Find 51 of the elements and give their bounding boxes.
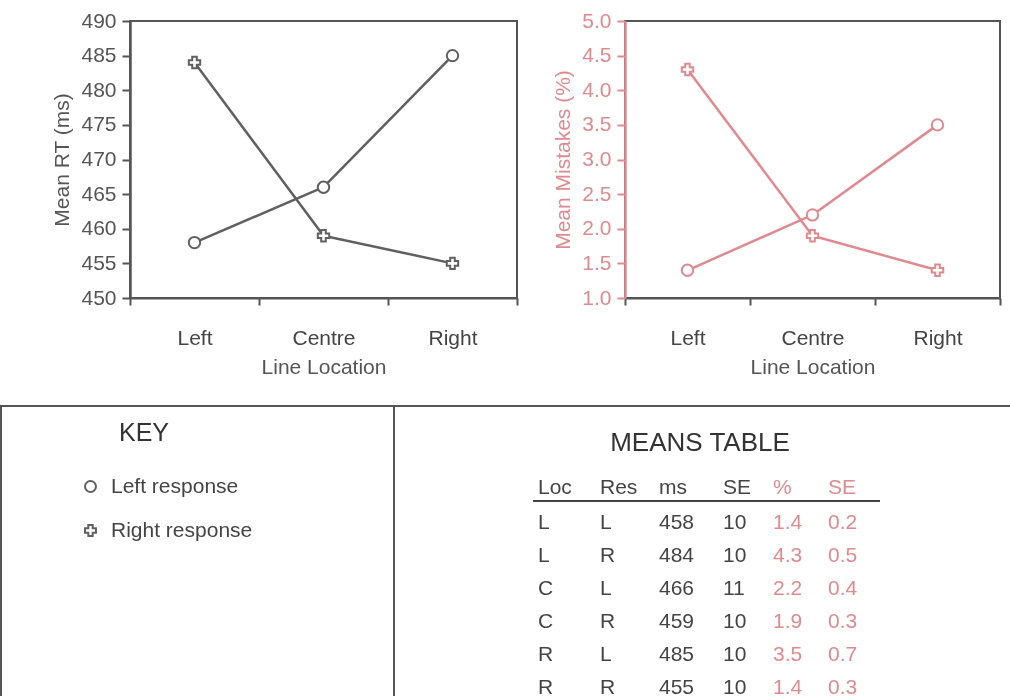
y-tick-label: 1.0 <box>582 285 612 309</box>
x-tick-label: Left <box>670 325 706 349</box>
point <box>680 263 695 277</box>
y-tick-label: 475 <box>81 112 117 136</box>
point <box>316 228 331 243</box>
y-tick-label: 470 <box>81 147 117 170</box>
point <box>445 48 460 63</box>
y-tick-label: 5.0 <box>582 8 612 32</box>
x-tick-label: Left <box>177 325 213 349</box>
point <box>930 263 945 277</box>
y-tick-label: 2.0 <box>582 216 612 240</box>
y-tick-label: 485 <box>81 43 117 67</box>
y-tick-label: 3.5 <box>582 112 612 136</box>
text: C R 459 10 1.9 0.3 <box>538 609 858 632</box>
x-tick-label: Centre <box>781 325 845 349</box>
x-tick-label: Centre <box>292 325 356 349</box>
point <box>805 208 820 222</box>
point <box>805 228 820 243</box>
x-axis-title: Line Location <box>261 354 387 378</box>
y-tick-label: 480 <box>81 77 117 101</box>
point <box>187 235 202 250</box>
y-tick-label: 450 <box>81 285 117 309</box>
text: L L 458 10 1.4 0.2 <box>538 510 858 533</box>
y-tick-label: 460 <box>81 216 117 240</box>
point <box>930 118 945 132</box>
y-tick-label: 3.0 <box>582 147 612 170</box>
point <box>445 256 460 271</box>
x-axis-title: Line Location <box>750 354 876 378</box>
legend-label: Left response <box>111 473 239 497</box>
y-axis-title: Mean Mistakes (%) <box>551 70 575 250</box>
text: L R 484 10 4.3 0.5 <box>538 543 858 566</box>
y-tick-label: 4.0 <box>582 77 612 101</box>
legend-label: Right response <box>111 517 253 541</box>
point <box>680 62 695 77</box>
y-tick-label: 1.5 <box>582 250 612 274</box>
y-axis-title: Mean RT (ms) <box>50 93 74 227</box>
text: MEANS TABLE <box>610 427 790 457</box>
y-tick-label: 2.5 <box>582 181 612 205</box>
x-tick-label: Right <box>428 325 478 349</box>
point <box>316 180 331 194</box>
y-tick-label: 455 <box>81 250 117 274</box>
text: R R 455 10 1.4 0.3 <box>538 675 858 696</box>
y-tick-label: 490 <box>81 8 117 32</box>
text: C L 466 11 2.2 0.4 <box>538 576 858 599</box>
y-tick-label: 4.5 <box>582 43 612 67</box>
point <box>187 55 202 70</box>
text: R L 485 10 3.5 0.7 <box>538 642 858 665</box>
legend-title: KEY <box>118 418 170 446</box>
text: Loc Res ms SE % SE <box>538 475 857 498</box>
y-tick-label: 465 <box>81 181 117 205</box>
x-tick-label: Right <box>913 325 963 349</box>
